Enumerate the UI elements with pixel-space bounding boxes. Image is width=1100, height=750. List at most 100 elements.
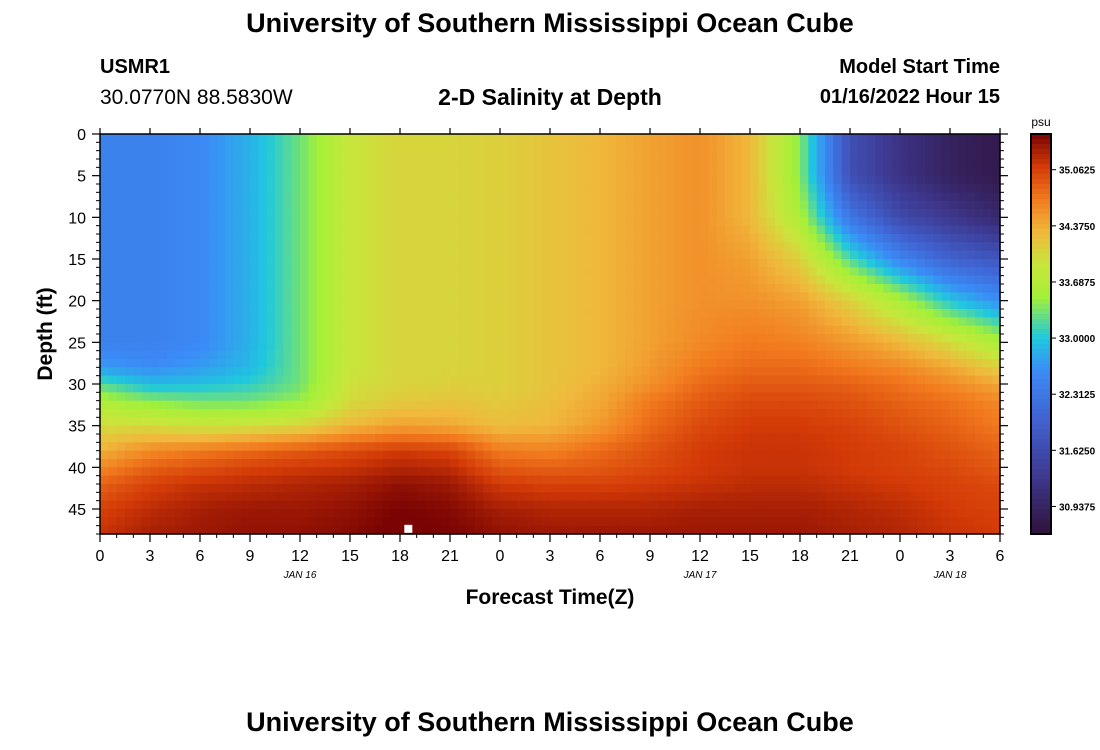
heatmap-cell [458,209,468,218]
heatmap-cell [441,434,451,443]
heatmap-cell [341,134,351,143]
heatmap-cell [716,417,726,427]
heatmap-cell [358,209,368,218]
heatmap-cell [450,325,459,335]
heatmap-cell [158,242,168,252]
heatmap-cell [925,375,934,385]
heatmap-cell [333,475,343,485]
heatmap-cell [183,450,193,460]
heatmap-cell [850,175,859,185]
heatmap-cell [808,400,818,410]
heatmap-cell [475,500,484,510]
heatmap-cell [900,150,909,160]
heatmap-cell [850,342,859,352]
heatmap-cell [533,359,543,368]
heatmap-cell [258,167,268,177]
heatmap-cell [233,484,243,493]
heatmap-cell [133,367,143,377]
heatmap-cell [991,159,1001,168]
heatmap-cell [850,200,859,210]
heatmap-cell [150,200,159,210]
heatmap-cell [225,409,234,418]
heatmap-cell [558,459,568,468]
heatmap-cell [450,450,459,460]
heatmap-cell [808,409,818,418]
heatmap-cell [675,467,684,477]
heatmap-cell [383,250,393,260]
heatmap-cell [175,267,184,277]
heatmap-cell [700,250,709,260]
heatmap-cell [341,484,351,493]
heatmap-cell [791,167,801,177]
heatmap-cell [308,150,318,160]
heatmap-cell [916,459,926,468]
heatmap-cell [683,150,693,160]
heatmap-cell [966,367,976,377]
heatmap-cell [533,267,543,277]
heatmap-cell [808,500,818,510]
heatmap-cell [316,434,326,443]
heatmap-cell [641,234,651,243]
heatmap-cell [225,159,234,168]
heatmap-cell [850,392,859,402]
heatmap-cell [366,359,376,368]
heatmap-cell [441,359,451,368]
heatmap-cell [983,359,993,368]
heatmap-cell [908,309,918,318]
heatmap-cell [175,300,184,310]
heatmap-cell [450,292,459,302]
heatmap-cell [300,134,309,143]
heatmap-cell [250,384,259,393]
heatmap-cell [466,359,476,368]
heatmap-cell [616,467,626,477]
heatmap-cell [341,175,351,185]
heatmap-cell [250,184,259,193]
heatmap-cell [983,250,993,260]
heatmap-cell [308,242,318,252]
heatmap-cell [391,367,401,377]
heatmap-cell [700,184,709,193]
heatmap-cell [825,367,834,377]
heatmap-cell [808,259,818,268]
heatmap-cell [433,300,443,310]
heatmap-cell [675,300,684,310]
heatmap-cell [166,250,176,260]
heatmap-cell [825,150,834,160]
heatmap-cell [383,284,393,293]
heatmap-cell [216,184,226,193]
heatmap-cell [608,500,618,510]
heatmap-cell [225,417,234,427]
heatmap-cell [550,467,559,477]
heatmap-cell [425,200,434,210]
heatmap-cell [408,459,418,468]
heatmap-cell [958,492,968,502]
heatmap-cell [350,325,359,335]
heatmap-cell [316,242,326,252]
heatmap-cell [525,442,534,452]
heatmap-cell [400,217,409,227]
heatmap-cell [491,475,501,485]
heatmap-cell [666,317,676,327]
heatmap-cell [833,500,843,510]
heatmap-cell [433,434,443,443]
heatmap-cell [600,325,609,335]
heatmap-cell [991,484,1001,493]
heatmap-cell [141,234,151,243]
heatmap-cell [308,484,318,493]
heatmap-cell [883,484,893,493]
heatmap-cell [541,359,551,368]
heatmap-cell [283,325,293,335]
heatmap-cell [866,459,876,468]
heatmap-cell [566,434,576,443]
heatmap-cell [825,134,834,143]
heatmap-cell [650,334,659,343]
heatmap-cell [425,242,434,252]
heatmap-cell [416,192,426,202]
heatmap-cell [766,475,776,485]
heatmap-cell [116,175,126,185]
heatmap-cell [833,192,843,202]
heatmap-cell [600,459,609,468]
heatmap-cell [266,317,276,327]
heatmap-cell [625,325,634,335]
heatmap-cell [975,425,984,435]
